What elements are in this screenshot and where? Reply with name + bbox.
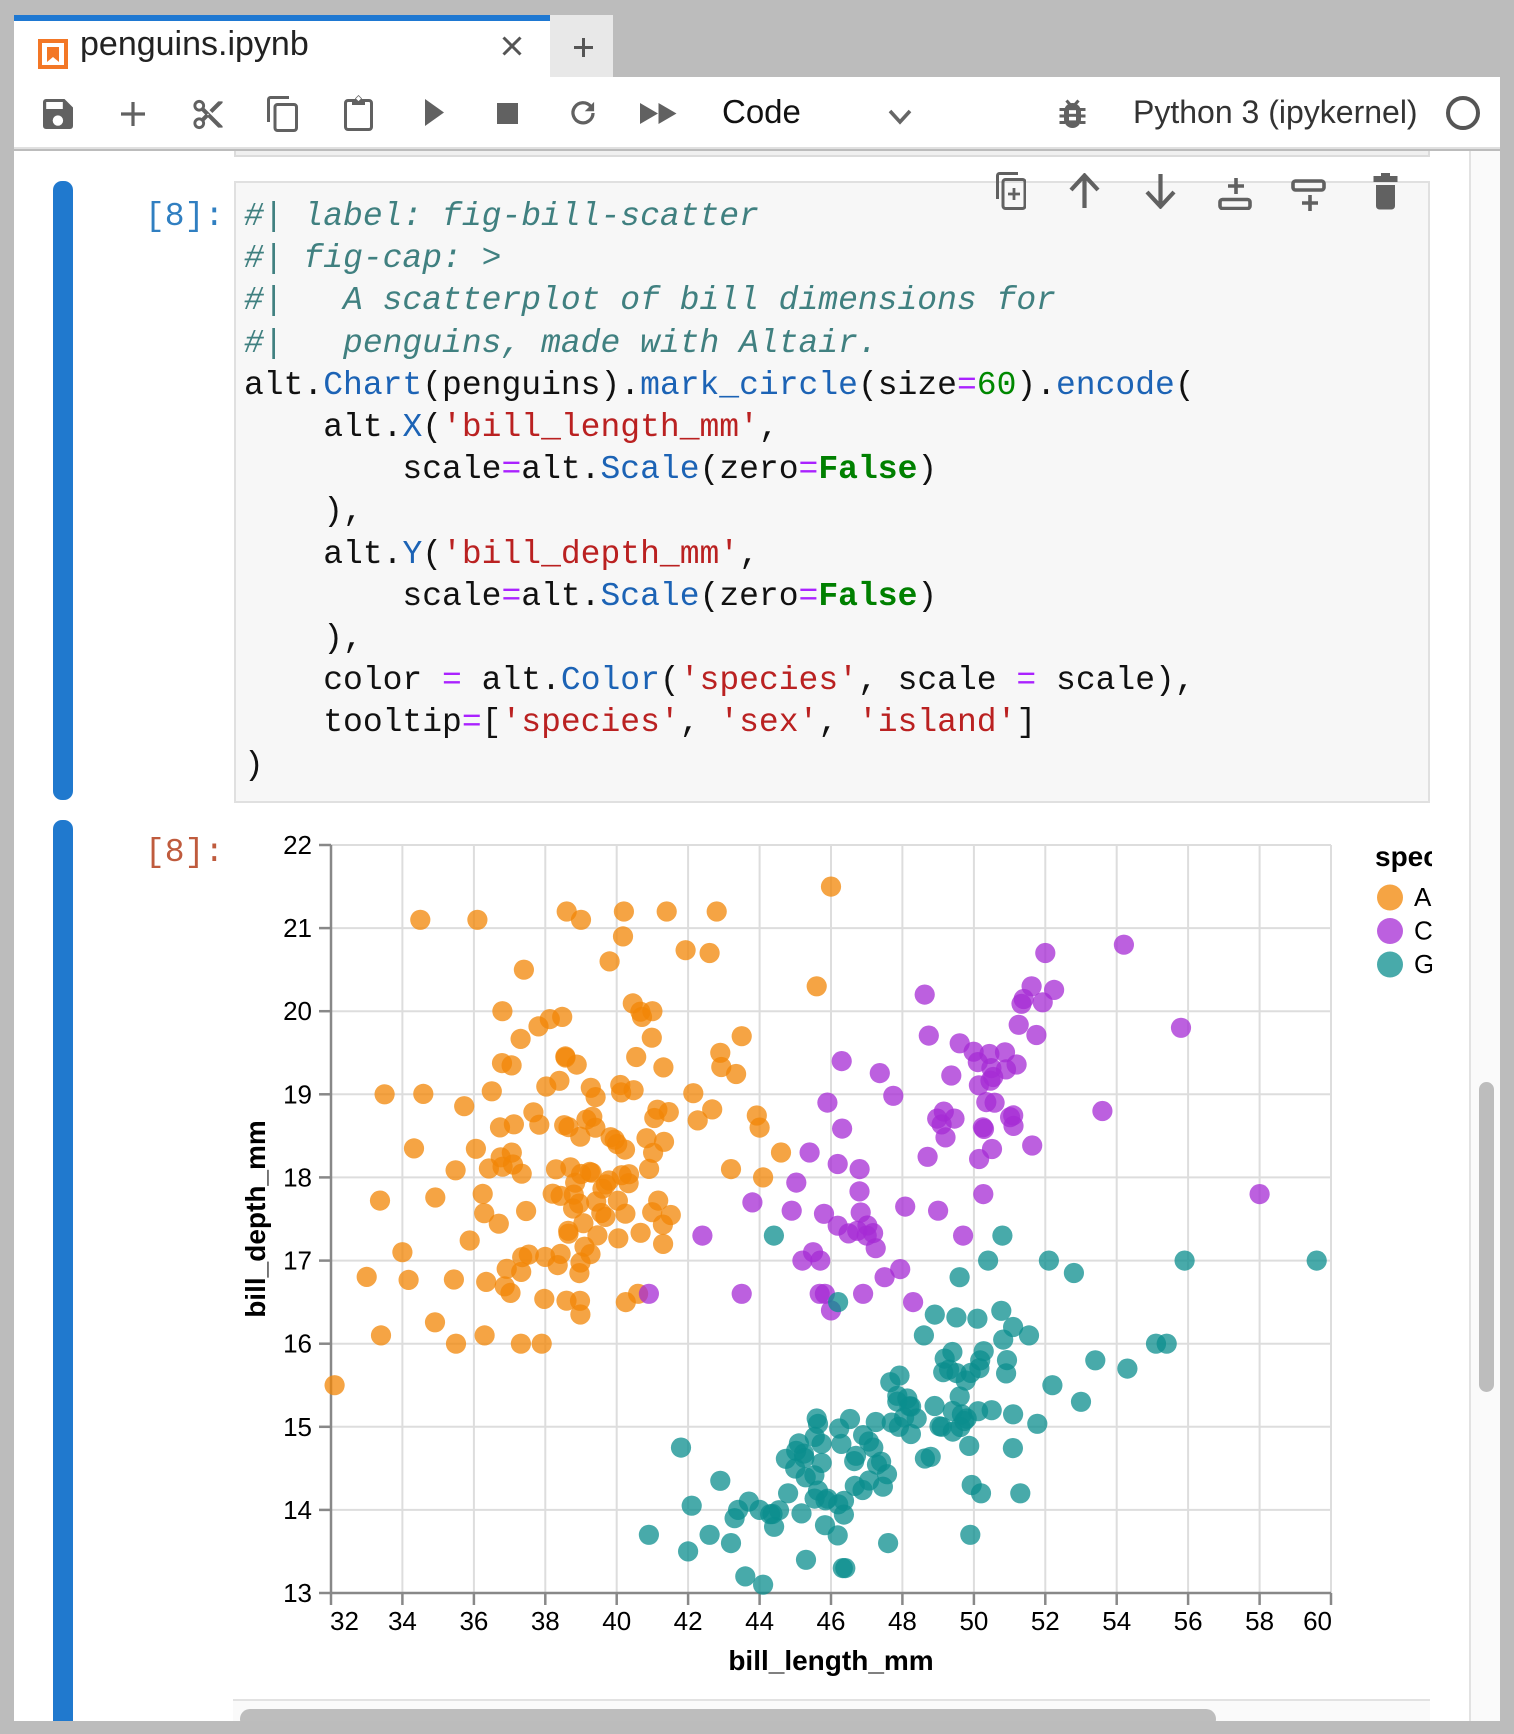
svg-text:21: 21	[283, 913, 312, 943]
svg-text:58: 58	[1245, 1606, 1274, 1636]
svg-text:13: 13	[283, 1578, 312, 1608]
svg-text:54: 54	[1102, 1606, 1131, 1636]
svg-text:44: 44	[745, 1606, 774, 1636]
svg-text:species: species	[1375, 841, 1432, 872]
svg-text:34: 34	[388, 1606, 417, 1636]
svg-text:16: 16	[283, 1329, 312, 1359]
svg-text:56: 56	[1174, 1606, 1203, 1636]
svg-text:Gentoo: Gentoo	[1414, 949, 1432, 979]
svg-text:46: 46	[817, 1606, 846, 1636]
svg-text:bill_depth_mm: bill_depth_mm	[240, 1120, 271, 1318]
svg-text:22: 22	[283, 830, 312, 860]
svg-text:42: 42	[674, 1606, 703, 1636]
svg-text:bill_length_mm: bill_length_mm	[728, 1645, 933, 1676]
svg-text:19: 19	[283, 1079, 312, 1109]
svg-text:15: 15	[283, 1412, 312, 1442]
svg-text:52: 52	[1031, 1606, 1060, 1636]
svg-text:Adelie: Adelie	[1414, 882, 1432, 912]
svg-text:60: 60	[1303, 1606, 1332, 1636]
svg-text:17: 17	[283, 1246, 312, 1276]
svg-text:32: 32	[330, 1606, 359, 1636]
svg-text:40: 40	[602, 1606, 631, 1636]
svg-text:38: 38	[531, 1606, 560, 1636]
svg-text:50: 50	[959, 1606, 988, 1636]
svg-text:14: 14	[283, 1495, 312, 1525]
svg-text:18: 18	[283, 1162, 312, 1192]
svg-text:48: 48	[888, 1606, 917, 1636]
svg-text:36: 36	[459, 1606, 488, 1636]
svg-text:20: 20	[283, 996, 312, 1026]
svg-text:Chinstrap: Chinstrap	[1414, 916, 1432, 946]
